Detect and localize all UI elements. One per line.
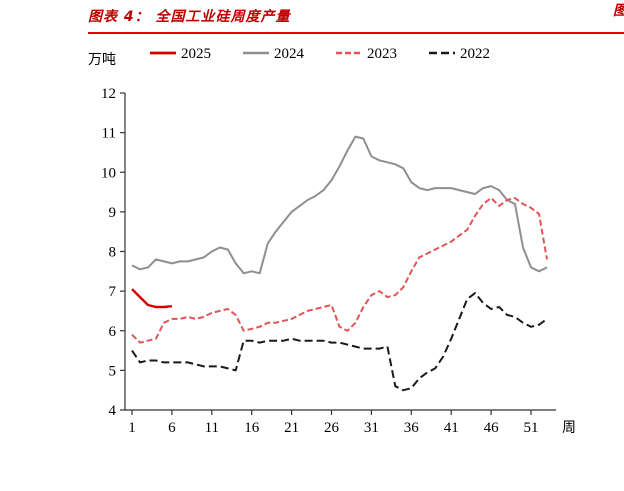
series-2022-line — [131, 292, 548, 392]
legend-label-2022: 2022 — [460, 46, 490, 62]
y-tick-label: 4 — [109, 403, 117, 419]
y-tick-label: 6 — [109, 324, 117, 340]
legend-label-2025: 2025 — [181, 46, 211, 62]
x-tick-label: 6 — [168, 420, 176, 436]
x-tick-label: 51 — [524, 420, 539, 436]
x-tick-label: 31 — [364, 420, 379, 436]
y-tick-label: 11 — [102, 126, 116, 142]
series-2024-line — [131, 135, 548, 275]
chart-header: 图表 4： 全国工业硅周度产量 — [88, 6, 624, 34]
y-tick-label: 8 — [109, 245, 117, 261]
x-tick-label: 1 — [128, 420, 136, 436]
x-tick-label: 26 — [324, 420, 340, 436]
x-tick-label: 16 — [244, 420, 260, 436]
x-axis-title: 周 — [562, 421, 576, 436]
series-2023-line — [131, 197, 548, 344]
legend-label-2023: 2023 — [367, 46, 397, 62]
y-tick-label: 5 — [109, 363, 117, 379]
x-tick-label: 36 — [404, 420, 420, 436]
x-tick-label: 21 — [284, 420, 299, 436]
x-tick-label: 46 — [484, 420, 500, 436]
series-2025-line — [131, 288, 173, 309]
adjacent-chart-title-cropped: 图表 — [613, 0, 624, 20]
y-tick-label: 7 — [109, 284, 117, 300]
x-tick-label: 41 — [444, 420, 459, 436]
y-axis-title: 万吨 — [88, 52, 116, 68]
x-tick-label: 11 — [205, 420, 219, 436]
y-tick-label: 12 — [101, 86, 116, 102]
legend-label-2024: 2024 — [274, 46, 305, 62]
y-tick-label: 9 — [109, 205, 117, 221]
y-tick-label: 10 — [101, 165, 116, 181]
chart-title: 图表 4： 全国工业硅周度产量 — [88, 9, 291, 25]
